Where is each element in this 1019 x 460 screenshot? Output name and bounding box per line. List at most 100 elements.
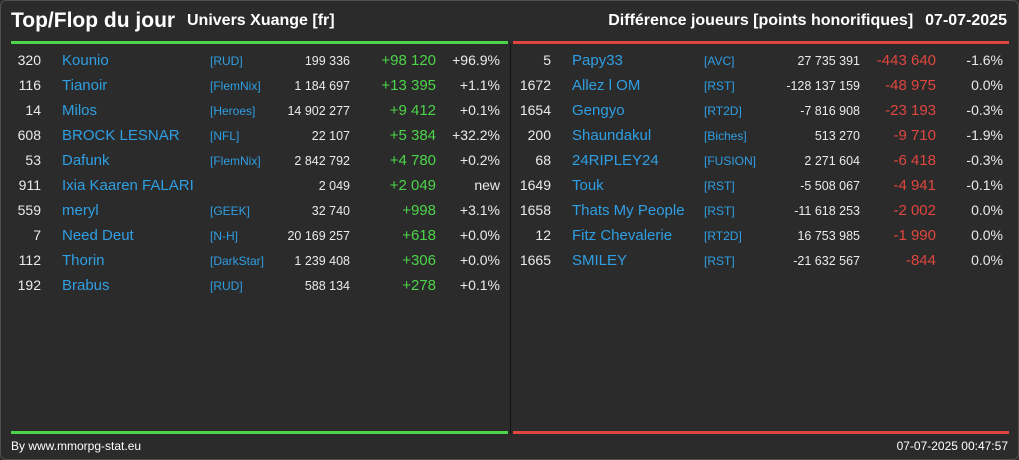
flop-row: 68 24RIPLEY24 [FUSION] 2 271 604 -6 418 -0.3%	[511, 148, 1018, 173]
player-name-link[interactable]: Gengyo	[572, 102, 625, 119]
points-difference: +618	[402, 227, 436, 244]
flop-row: 200 Shaundakul [Biches] 513 270 -9 710 -1.9%	[511, 123, 1018, 148]
player-name-link[interactable]: Shaundakul	[572, 127, 652, 144]
player-name-link[interactable]: Kounio	[62, 52, 109, 69]
percent-change: +32.2%	[452, 127, 500, 143]
points-difference: +13 395	[381, 77, 436, 94]
player-points: -7 816 908	[800, 104, 860, 118]
alliance-tag-link[interactable]: [RUD]	[210, 279, 243, 293]
alliance-tag-link[interactable]: [RST]	[704, 204, 735, 218]
player-rank: 14	[25, 102, 41, 118]
player-name-link[interactable]: SMILEY	[572, 252, 628, 269]
player-name-link[interactable]: Ixia Kaaren FALARI	[62, 177, 194, 194]
percent-change: 0.0%	[971, 77, 1003, 93]
flop-players-panel: 5 Papy33 [AVC] 27 735 391 -443 640 -1.6% 1672 A…	[511, 48, 1018, 273]
player-name-link[interactable]: Touk	[572, 177, 604, 194]
points-difference: +306	[402, 252, 436, 269]
alliance-tag-link[interactable]: [GEEK]	[210, 204, 251, 218]
alliance-tag-link[interactable]: [DarkStar]	[210, 254, 265, 268]
player-name-link[interactable]: BROCK LESNAR	[62, 127, 180, 144]
points-difference: -48 975	[885, 77, 936, 94]
points-difference: +5 384	[389, 127, 436, 144]
player-points: 27 735 391	[797, 54, 860, 68]
points-difference: -4 941	[893, 177, 936, 194]
player-points: 22 107	[311, 129, 350, 143]
panel-divider	[510, 44, 511, 434]
player-name-link[interactable]: Tianoir	[62, 77, 108, 94]
player-points: -21 632 567	[793, 254, 860, 268]
percent-change: 0.0%	[971, 202, 1003, 218]
player-rank: 911	[18, 177, 41, 193]
player-name-link[interactable]: Dafunk	[62, 152, 110, 169]
flop-row: 1665 SMILEY [RST] -21 632 567 -844 0.0%	[511, 248, 1018, 273]
percent-change: -1.9%	[966, 127, 1003, 143]
alliance-tag-link[interactable]: [Heroes]	[210, 104, 256, 118]
player-rank: 12	[535, 227, 551, 243]
player-name-link[interactable]: meryl	[62, 202, 99, 219]
percent-change: +0.0%	[459, 227, 500, 243]
player-name-link[interactable]: Allez l OM	[572, 77, 641, 94]
alliance-tag-link[interactable]: [FlemNix]	[210, 154, 261, 168]
player-points: -128 137 159	[786, 79, 860, 93]
alliance-tag-link[interactable]: [NFL]	[210, 129, 240, 143]
player-points: 513 270	[814, 129, 860, 143]
alliance-tag-link[interactable]: [RT2D]	[704, 104, 742, 118]
flop-row: 1654 Gengyo [RT2D] -7 816 908 -23 193 -0.3%	[511, 98, 1018, 123]
metric-label: Différence joueurs [points honorifiques]	[608, 12, 914, 29]
player-name-link[interactable]: 24RIPLEY24	[572, 152, 659, 169]
alliance-tag-link[interactable]: [N-H]	[210, 229, 238, 243]
footer-timestamp: 07-07-2025 00:47:57	[896, 439, 1008, 453]
player-rank: 608	[17, 127, 41, 143]
alliance-tag-link[interactable]: [FlemNix]	[210, 79, 261, 93]
flop-accent-bar	[513, 41, 1009, 44]
player-rank: 116	[18, 77, 41, 93]
player-rank: 112	[18, 252, 41, 268]
flop-bottom-bar	[513, 431, 1009, 434]
percent-change: -0.1%	[966, 177, 1003, 193]
alliance-tag-link[interactable]: [AVC]	[704, 54, 735, 68]
player-name-link[interactable]: Need Deut	[62, 227, 134, 244]
player-points: 32 740	[311, 204, 350, 218]
alliance-tag-link[interactable]: [RST]	[704, 79, 735, 93]
percent-change: +0.0%	[459, 252, 500, 268]
percent-change: 0.0%	[971, 252, 1003, 268]
alliance-tag-link[interactable]: [RUD]	[210, 54, 243, 68]
player-points: 588 134	[304, 279, 350, 293]
top-row: 608 BROCK LESNAR [NFL] 22 107 +5 384 +32.2%	[1, 123, 509, 148]
points-difference: +9 412	[389, 102, 436, 119]
flop-row: 12 Fitz Chevalerie [RT2D] 16 753 985 -1 990 0…	[511, 223, 1018, 248]
player-name-link[interactable]: Brabus	[62, 277, 110, 294]
top-row: 14 Milos [Heroes] 14 902 277 +9 412 +0.1%	[1, 98, 509, 123]
player-rank: 320	[17, 52, 41, 68]
player-name-link[interactable]: Thats My People	[572, 202, 685, 219]
alliance-tag-link[interactable]: [RST]	[704, 254, 735, 268]
top-row: 116 Tianoir [FlemNix] 1 184 697 +13 395 +1.1%	[1, 73, 509, 98]
percent-change: +3.1%	[459, 202, 500, 218]
header-date: 07-07-2025	[925, 12, 1007, 29]
percent-change: 0.0%	[971, 227, 1003, 243]
percent-change: +0.1%	[459, 277, 500, 293]
player-name-link[interactable]: Fitz Chevalerie	[572, 227, 673, 244]
points-difference: -23 193	[885, 102, 936, 119]
player-name-link[interactable]: Thorin	[62, 252, 105, 269]
points-difference: -2 002	[893, 202, 936, 219]
player-name-link[interactable]: Milos	[62, 102, 98, 119]
top-bottom-bar	[11, 431, 508, 434]
player-points: 199 336	[304, 54, 350, 68]
alliance-tag-link[interactable]: [RT2D]	[704, 229, 742, 243]
player-rank: 68	[535, 152, 551, 168]
player-points: -5 508 067	[800, 179, 860, 193]
alliance-tag-link[interactable]: [FUSION]	[704, 154, 757, 168]
player-rank: 559	[17, 202, 41, 218]
alliance-tag-link[interactable]: [RST]	[704, 179, 735, 193]
percent-change: -1.6%	[966, 52, 1003, 68]
percent-change: new	[474, 177, 500, 193]
player-name-link[interactable]: Papy33	[572, 52, 623, 69]
player-points: 1 239 408	[294, 254, 350, 268]
flop-row: 1649 Touk [RST] -5 508 067 -4 941 -0.1%	[511, 173, 1018, 198]
alliance-tag-link[interactable]: [Biches]	[704, 129, 747, 143]
footer-source: By www.mmorpg-stat.eu	[11, 439, 142, 453]
points-difference: +98 120	[381, 52, 436, 69]
points-difference: -9 710	[893, 127, 936, 144]
